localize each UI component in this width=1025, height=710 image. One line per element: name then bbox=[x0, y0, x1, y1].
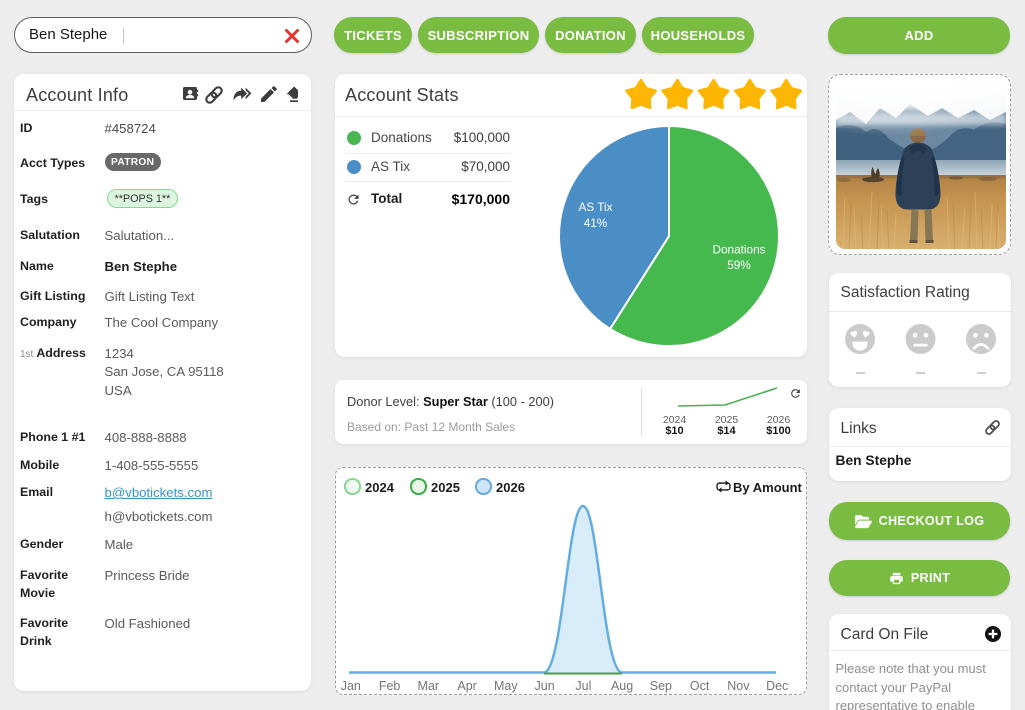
svg-text:Donations: Donations bbox=[712, 243, 765, 257]
svg-text:Apr: Apr bbox=[457, 679, 476, 693]
svg-text:41%: 41% bbox=[584, 216, 608, 230]
svg-text:Nov: Nov bbox=[727, 679, 750, 693]
svg-text:Oct: Oct bbox=[690, 679, 710, 693]
svg-text:Sep: Sep bbox=[650, 679, 672, 693]
svg-text:$10: $10 bbox=[665, 425, 683, 437]
svg-text:May: May bbox=[494, 679, 518, 693]
svg-text:Jun: Jun bbox=[535, 679, 555, 693]
svg-text:Jan: Jan bbox=[341, 679, 361, 693]
svg-text:2025: 2025 bbox=[715, 414, 739, 426]
svg-text:59%: 59% bbox=[727, 258, 751, 272]
svg-text:Dec: Dec bbox=[766, 679, 788, 693]
svg-text:2026: 2026 bbox=[767, 414, 791, 426]
svg-text:Feb: Feb bbox=[379, 679, 401, 693]
svg-text:$100: $100 bbox=[766, 425, 790, 437]
svg-text:Mar: Mar bbox=[418, 679, 440, 693]
svg-text:AS Tix: AS Tix bbox=[578, 200, 612, 214]
svg-text:Jul: Jul bbox=[575, 679, 591, 693]
svg-text:Aug: Aug bbox=[611, 679, 633, 693]
svg-text:$14: $14 bbox=[717, 425, 736, 437]
svg-text:2024: 2024 bbox=[663, 414, 687, 426]
